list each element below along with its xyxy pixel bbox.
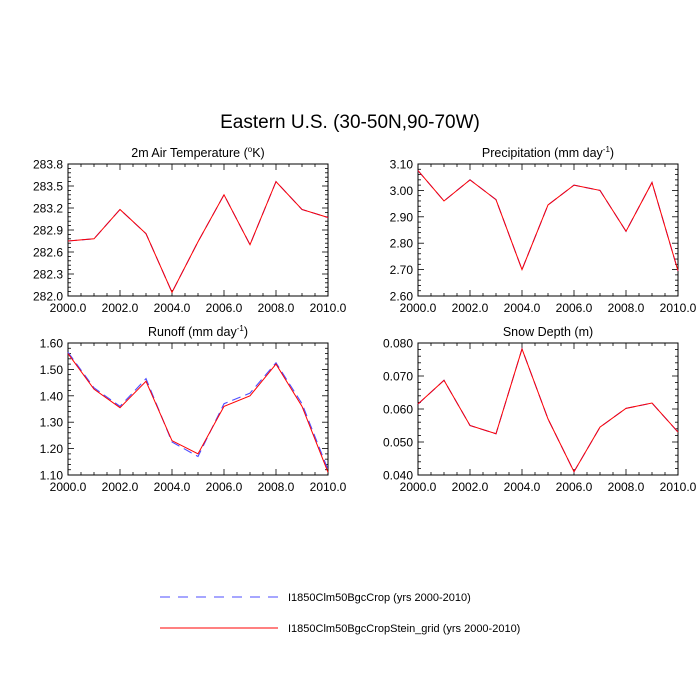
y-tick-label: 282.0	[33, 290, 63, 304]
series-line-2	[417, 347, 679, 473]
x-tick-label: 2008.0	[258, 301, 295, 315]
x-tick-label: 2004.0	[154, 301, 191, 315]
x-tick-label: 2000.0	[400, 480, 437, 494]
x-tick-label: 2000.0	[50, 301, 87, 315]
x-tick-label: 2010.0	[660, 480, 697, 494]
panel-title: 2m Air Temperature (oK)	[131, 145, 264, 160]
plot-frame	[67, 163, 329, 297]
legend-label-2: I1850Clm50BgcCropStein_grid (yrs 2000-20…	[288, 623, 520, 635]
plot-frame	[417, 342, 679, 476]
x-tick-label: 2002.0	[452, 480, 489, 494]
x-tick-label: 2004.0	[504, 301, 541, 315]
series-line-2	[417, 170, 679, 272]
y-tick-label: 1.30	[40, 416, 64, 430]
plot-frame	[417, 163, 679, 297]
panel-title: Precipitation (mm day-1)	[482, 145, 614, 160]
y-tick-label: 1.40	[40, 389, 64, 403]
x-tick-label: 2004.0	[504, 480, 541, 494]
x-tick-label: 2010.0	[310, 480, 347, 494]
y-tick-label: 283.5	[33, 180, 63, 194]
x-tick-label: 2002.0	[452, 301, 489, 315]
y-tick-label: 1.60	[40, 337, 64, 351]
series-line-1	[417, 170, 679, 272]
legend-label-1: I1850Clm50BgcCrop (yrs 2000-2010)	[288, 592, 471, 604]
panel-title: Runoff (mm day-1)	[148, 324, 248, 339]
y-tick-label: 282.3	[33, 268, 63, 282]
chart-panel-1: 2m Air Temperature (oK) 2000.0 2002.0 2004.…	[33, 145, 347, 315]
y-tick-label: 0.050	[383, 436, 413, 450]
series-line-2	[67, 180, 329, 294]
y-tick-label: 1.10	[40, 469, 64, 483]
x-tick-label: 2010.0	[310, 301, 347, 315]
series-line-1	[417, 347, 679, 473]
series-line-2	[67, 353, 329, 473]
x-tick-label: 2000.0	[400, 301, 437, 315]
figure-title: Eastern U.S. (30-50N,90-70W)	[220, 112, 480, 133]
y-tick-label: 283.2	[33, 202, 63, 216]
legend: I1850Clm50BgcCrop (yrs 2000-2010) I1850Cl…	[160, 592, 520, 635]
y-tick-label: 0.040	[383, 469, 413, 483]
panel-title: Snow Depth (m)	[503, 325, 593, 339]
x-tick-label: 2006.0	[556, 480, 593, 494]
y-tick-label: 0.080	[383, 337, 413, 351]
y-tick-label: 2.70	[390, 263, 414, 277]
y-tick-label: 3.10	[390, 158, 414, 172]
y-tick-label: 282.9	[33, 224, 63, 238]
x-tick-label: 2006.0	[206, 480, 243, 494]
y-tick-label: 2.80	[390, 237, 414, 251]
y-tick-label: 3.00	[390, 184, 414, 198]
x-tick-label: 2008.0	[608, 301, 645, 315]
y-tick-label: 2.60	[390, 290, 414, 304]
x-tick-label: 2008.0	[258, 480, 295, 494]
x-tick-label: 2004.0	[154, 480, 191, 494]
y-tick-label: 283.8	[33, 158, 63, 172]
x-tick-label: 2010.0	[660, 301, 697, 315]
y-tick-label: 0.070	[383, 370, 413, 384]
x-tick-label: 2002.0	[102, 480, 139, 494]
y-tick-label: 1.50	[40, 363, 64, 377]
y-tick-label: 2.90	[390, 210, 414, 224]
chart-panel-4: Snow Depth (m) 2000.0 2002.0 2004.0 2006.0 20…	[383, 325, 697, 494]
y-tick-label: 0.060	[383, 403, 413, 417]
y-tick-label: 282.6	[33, 246, 63, 260]
chart-panel-2: Precipitation (mm day-1) 2000.0 2002.0 2004…	[390, 145, 697, 315]
plot-frame	[67, 342, 329, 476]
x-tick-label: 2006.0	[556, 301, 593, 315]
chart-panels: 2m Air Temperature (oK) 2000.0 2002.0 2004.…	[33, 145, 697, 494]
series-line-1	[67, 180, 329, 294]
chart-panel-3: Runoff (mm day-1) 2000.0 2002.0 2004.0 2006.…	[40, 324, 347, 494]
x-tick-label: 2008.0	[608, 480, 645, 494]
y-tick-label: 1.20	[40, 442, 64, 456]
x-tick-label: 2006.0	[206, 301, 243, 315]
x-tick-label: 2000.0	[50, 480, 87, 494]
x-tick-label: 2002.0	[102, 301, 139, 315]
series-line-1	[67, 351, 329, 470]
